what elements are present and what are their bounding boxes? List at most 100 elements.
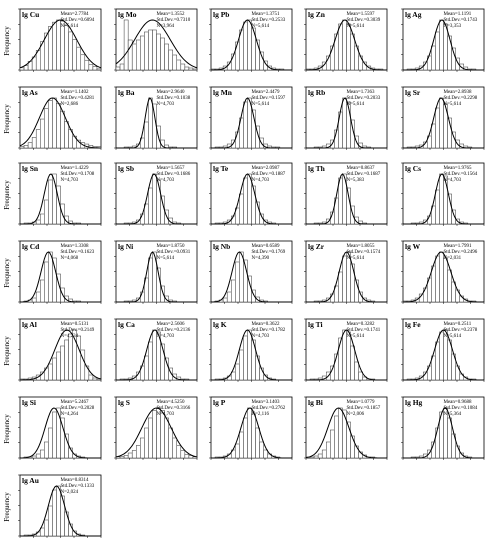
- histogram-bar: [235, 363, 240, 381]
- histogram-bar: [423, 287, 428, 303]
- panel-stat: N=4,703: [444, 178, 462, 183]
- histogram-bar: [259, 441, 264, 459]
- panel-stat: N=5,614: [444, 102, 462, 107]
- panel-stat: N=4,068: [61, 256, 79, 261]
- panel-stat: Std.Dev.=0.2298: [444, 96, 478, 101]
- panel-stat: N=4,703: [157, 178, 175, 183]
- panel-stat: N=4,703: [157, 102, 175, 107]
- histogram-bar: [19, 146, 25, 149]
- panel-stat: Mean=2.0987: [252, 166, 280, 171]
- panel-stat: N=5,614: [61, 24, 79, 29]
- histogram-bar: [44, 441, 49, 459]
- panel-stat: Mean=2.5606: [157, 322, 185, 327]
- panel-stat: Mean=0.3622: [252, 322, 280, 327]
- panel-title: lg Cd: [22, 242, 40, 251]
- histogram-bar: [255, 201, 260, 225]
- histogram-bar: [338, 23, 343, 71]
- panel-stat: N=3,353: [444, 24, 462, 29]
- histogram-bar: [168, 217, 173, 225]
- y-axis-label-text: Frequency: [3, 492, 11, 522]
- histogram-bar: [439, 331, 444, 381]
- panel-title: lg Cs: [405, 164, 421, 173]
- histogram-bar: [243, 101, 248, 149]
- normal-fit-curve: [211, 173, 292, 225]
- histogram-bar: [144, 355, 149, 381]
- histogram-bar: [35, 453, 41, 459]
- panel-stat: Std.Dev.=0.1333: [61, 484, 95, 489]
- histogram-bar: [131, 43, 137, 71]
- histogram-bar: [243, 417, 248, 459]
- panel-title: lg Si: [22, 398, 36, 407]
- histogram-bar: [31, 455, 37, 459]
- histogram-bar: [123, 455, 129, 459]
- y-axis-label: Frequency: [2, 158, 12, 232]
- panel-title: lg Pb: [213, 10, 229, 19]
- histogram-bar: [447, 269, 452, 303]
- histogram-bar: [119, 456, 125, 459]
- panel-stat: Std.Dev.=0.1769: [252, 250, 286, 255]
- histogram-bar: [60, 110, 65, 149]
- histogram-bar: [346, 331, 351, 381]
- panel-stat: Mean=0.5131: [61, 322, 89, 327]
- histogram-bar: [443, 257, 448, 303]
- histogram-bar: [44, 519, 49, 537]
- panel-stat: Mean=1.3552: [157, 12, 185, 17]
- histogram-bar: [309, 456, 315, 459]
- histogram-bar: [144, 427, 149, 459]
- histogram-bar: [48, 427, 53, 459]
- panel-stat: Mean=1.5597: [347, 12, 375, 17]
- panel-stat: Mean=1.3751: [252, 12, 280, 17]
- panel-stat: Mean=1.8750: [157, 244, 185, 249]
- histogram-bar: [44, 108, 49, 149]
- y-axis-label: Frequency: [2, 4, 12, 78]
- histogram-bar: [435, 31, 440, 71]
- histogram-bar: [235, 261, 240, 303]
- histogram-bar: [172, 54, 177, 71]
- histogram-bar: [72, 39, 77, 71]
- panel-stat: N=2,116: [252, 412, 270, 417]
- normal-fit-curve: [403, 329, 484, 381]
- panel-stat: Mean=0.8314: [61, 478, 89, 483]
- panel-stat: Std.Dev.=0.1564: [444, 172, 478, 177]
- histogram-bar: [435, 255, 440, 303]
- y-axis-label-text: Frequency: [3, 336, 11, 366]
- panel-title: lg As: [22, 88, 38, 97]
- panel-title: lg Th: [308, 164, 326, 173]
- normal-fit-curve: [305, 407, 387, 459]
- panel-title: lg Ca: [118, 320, 135, 329]
- histogram-bar: [243, 177, 248, 225]
- panel-title: lg S: [118, 398, 130, 407]
- histogram-bar: [52, 411, 57, 459]
- histogram-bar: [140, 35, 145, 71]
- panel-title: lg Ba: [118, 88, 135, 97]
- panel-stat: Mean=2.4479: [252, 90, 280, 95]
- histogram-bar: [447, 417, 452, 459]
- panel-stat: Mean=1.8055: [347, 244, 375, 249]
- panel-stat: Std.Dev.=0.7310: [157, 18, 191, 23]
- histogram-bar: [358, 371, 363, 381]
- histogram-bar: [435, 107, 440, 149]
- histogram-bar: [231, 371, 236, 381]
- histogram-bar: [334, 415, 339, 459]
- histogram-bar: [76, 46, 81, 71]
- panel-stat: Std.Dev.=0.1574: [347, 250, 381, 255]
- histogram-bar: [152, 29, 157, 71]
- panel-title: lg W: [405, 242, 421, 251]
- panel-stat: Mean=1.0779: [347, 400, 375, 405]
- panel-stat: Mean=1.5657: [157, 166, 185, 171]
- panel-stat: Mean=3.1403: [252, 400, 280, 405]
- histogram-bar: [52, 21, 57, 71]
- normal-fit-curve: [306, 251, 387, 303]
- panel-stat: Std.Dev.=0.2762: [252, 406, 286, 411]
- histogram-bar: [148, 97, 153, 149]
- normal-fit-curve: [19, 19, 102, 69]
